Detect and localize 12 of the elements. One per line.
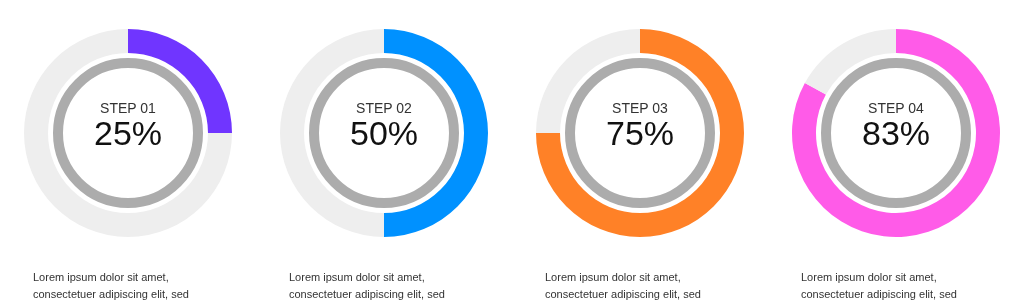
text: STEP 02 <box>356 100 413 116</box>
text: Lorem ipsum dolor sit amet, consectetuer adipiscing elit, sed <box>33 270 189 300</box>
text: 25% <box>93 114 163 152</box>
text: STEP 01 <box>100 100 157 116</box>
text: Lorem ipsum dolor sit amet, consectetuer adipiscing elit, sed <box>801 270 957 300</box>
text: STEP 03 <box>612 100 669 116</box>
text: Lorem ipsum dolor sit amet, consectetuer adipiscing elit, sed <box>545 270 701 300</box>
text: 75% <box>605 114 675 152</box>
text: STEP 04 <box>868 100 925 116</box>
text: 50% <box>349 114 419 152</box>
text: 83% <box>861 114 931 152</box>
text: Lorem ipsum dolor sit amet, consectetuer adipiscing elit, sed <box>289 270 445 300</box>
